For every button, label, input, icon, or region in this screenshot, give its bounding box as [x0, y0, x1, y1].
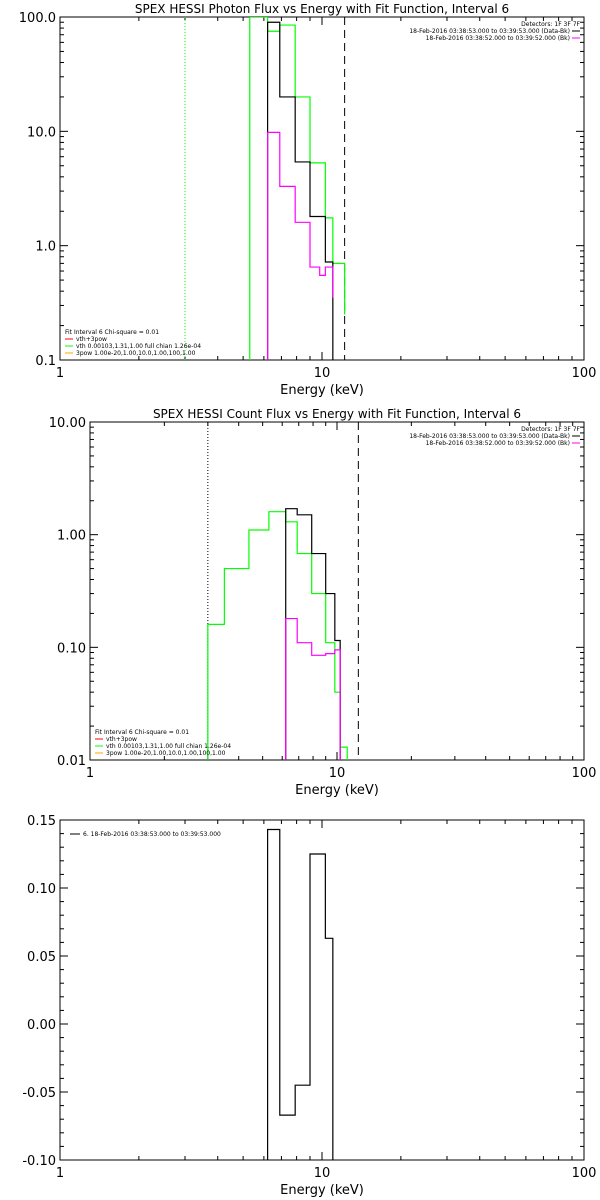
series-step-line [207, 511, 348, 760]
series-step-line [285, 508, 341, 760]
y-tick-label: -0.10 [22, 1154, 56, 1169]
legend-entry-text: vth+3pow [106, 736, 137, 743]
plot-area [249, 17, 346, 360]
y-tick-label: 1.0 [35, 240, 56, 255]
x-tick-label: 10 [314, 366, 331, 381]
y-tick-label: 10.00 [49, 416, 86, 431]
x-tick-label: 1 [86, 766, 94, 781]
y-tick-label: -0.05 [22, 1086, 56, 1101]
legend-entry-text: Detectors: 1F 3F 7F [521, 21, 580, 28]
series-step-line [267, 131, 334, 360]
legend-entry-text: Fit Interval 6 Chi-square = 0.01 [65, 329, 159, 336]
legend-entry-text: vth 0.00103,1.31,1.00 full chian 1.26e-0… [76, 343, 201, 350]
y-tick-label: 1.00 [57, 529, 86, 544]
count-flux-panel: 1 10 100 0.01 0.10 1.00 10.00 SPEX HESSI Count … [49, 407, 597, 798]
legend-entry-text: Fit Interval 6 Chi-square = 0.01 [95, 729, 189, 736]
y-tick-label: 0.01 [57, 754, 86, 769]
y-tick-label: 10.0 [27, 125, 56, 140]
x-tick-label: 10 [329, 766, 346, 781]
x-tick-label: 100 [572, 766, 597, 781]
legend-entry-text: 18-Feb-2016 03:38:53.000 to 03:39:53.000… [409, 433, 570, 440]
x-axis-label: Energy (keV) [280, 383, 364, 398]
legend-entry-text: 18-Feb-2016 03:38:53.000 to 03:39:53.000… [409, 28, 570, 35]
x-tick-label: 100 [572, 366, 597, 381]
y-tick-label: 0.10 [57, 641, 86, 656]
legend-entry-text: 6. 18-Feb-2016 03:38:53.000 to 03:39:53.… [83, 831, 221, 838]
plot-area [207, 508, 348, 760]
photon-flux-panel: 1 10 100 0.1 1.0 10.0 100.0 SPEX HESSI Photon F… [19, 2, 597, 398]
x-tick-label: 100 [572, 1166, 597, 1181]
y-tick-label: 0.1 [35, 354, 56, 369]
x-tick-label: 1 [56, 366, 64, 381]
y-tick-label: 100.0 [19, 11, 56, 26]
legend-entry-text: 18-Feb-2016 03:38:52.000 to 03:39:52.000… [426, 440, 570, 447]
legend-entry-text: 18-Feb-2016 03:38:52.000 to 03:39:52.000… [426, 35, 570, 42]
legend-entry-text: vth 0.00103,1.31,1.00 full chian 1.26e-0… [106, 743, 231, 750]
x-tick-label: 1 [56, 1166, 64, 1181]
plot-area [267, 828, 334, 1160]
y-tick-label: 0.05 [27, 950, 56, 965]
legend-entry-text: vth+3pow [76, 336, 107, 343]
residuals-panel: 1 10 100 -0.10 -0.05 0.00 0.05 0.10 0.15 Energy (… [22, 814, 596, 1198]
y-tick-label: 0.15 [27, 814, 56, 829]
legend-entry-text: 3pow 1.00e-20,1.00,10.0,1.00,100,1.00 [76, 350, 196, 357]
x-axis-label: Energy (keV) [295, 783, 379, 798]
chart-title: SPEX HESSI Count Flux vs Energy with Fit… [153, 407, 521, 421]
chart-title: SPEX HESSI Photon Flux vs Energy with Fi… [135, 2, 509, 16]
series-step-line [267, 21, 334, 360]
y-tick-label: 0.00 [27, 1018, 56, 1033]
series-step-line [267, 828, 334, 1160]
legend-entry-text: Detectors: 1F 3F 7F [521, 426, 580, 433]
x-tick-label: 10 [314, 1166, 331, 1181]
series-step-line [285, 617, 341, 760]
x-axis-label: Energy (keV) [280, 1183, 364, 1198]
y-tick-label: 0.10 [27, 882, 56, 897]
legend-entry-text: 3pow 1.00e-20,1.00,10.0,1.00,100,1.00 [106, 750, 226, 757]
